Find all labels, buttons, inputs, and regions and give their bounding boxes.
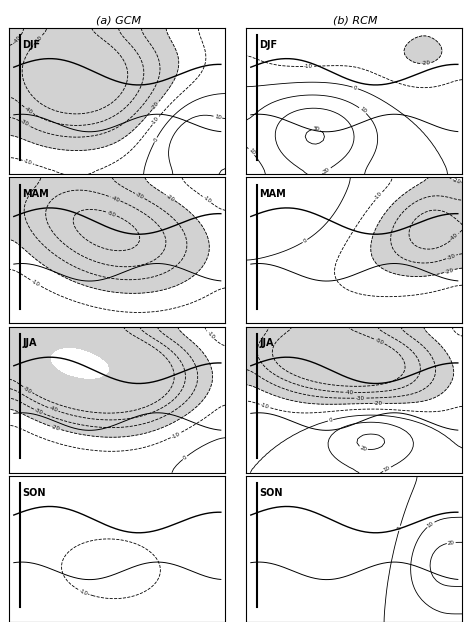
Text: -10: -10	[260, 402, 270, 410]
Text: DJF: DJF	[259, 40, 278, 50]
Text: DJF: DJF	[22, 40, 41, 50]
Text: SON: SON	[22, 488, 46, 498]
Text: -50: -50	[34, 34, 44, 44]
Text: 10: 10	[214, 114, 222, 121]
Text: -20: -20	[444, 267, 454, 275]
Text: 0: 0	[328, 417, 333, 423]
Text: -10: -10	[78, 588, 88, 596]
Text: -40: -40	[13, 34, 23, 44]
Text: -10: -10	[30, 278, 40, 287]
Text: -40: -40	[48, 406, 58, 414]
Text: MAM: MAM	[22, 189, 49, 199]
Text: -20: -20	[374, 401, 383, 406]
Text: -20: -20	[50, 424, 60, 432]
Text: 0: 0	[302, 238, 308, 244]
Text: -50: -50	[374, 337, 385, 346]
Text: 20: 20	[447, 540, 455, 545]
Text: MAM: MAM	[259, 189, 286, 199]
Text: -10: -10	[23, 159, 33, 166]
Text: -30: -30	[34, 407, 44, 415]
Text: 0: 0	[397, 526, 402, 531]
Text: 10: 10	[247, 147, 256, 156]
Text: 10: 10	[358, 106, 367, 114]
Text: -10: -10	[206, 330, 216, 340]
Text: -40: -40	[110, 195, 120, 203]
Text: -20: -20	[451, 177, 461, 185]
Text: -10: -10	[304, 64, 313, 69]
Text: -40: -40	[449, 233, 460, 242]
Text: 0: 0	[353, 85, 358, 91]
Text: -30: -30	[356, 396, 365, 401]
Text: SON: SON	[259, 488, 283, 498]
Text: 0: 0	[182, 455, 188, 461]
Text: -50: -50	[23, 385, 33, 394]
Text: (a) GCM: (a) GCM	[96, 16, 141, 26]
Text: -30: -30	[446, 253, 456, 261]
Text: 0: 0	[153, 137, 159, 142]
Text: -10: -10	[202, 195, 212, 205]
Text: -50: -50	[107, 210, 117, 218]
Text: 10: 10	[427, 521, 435, 529]
Text: -10: -10	[151, 116, 161, 126]
Text: -20: -20	[165, 193, 175, 202]
Text: 20: 20	[359, 445, 368, 452]
Text: -40: -40	[344, 390, 354, 395]
Text: 30: 30	[312, 126, 320, 132]
Text: -10: -10	[171, 431, 181, 440]
Text: -30: -30	[135, 192, 145, 200]
Text: JJA: JJA	[22, 338, 37, 348]
Text: 20: 20	[323, 166, 331, 175]
Text: -30: -30	[19, 119, 29, 128]
Text: -20: -20	[421, 61, 430, 67]
Text: JJA: JJA	[259, 338, 274, 348]
Text: -20: -20	[151, 100, 161, 111]
Text: 10: 10	[383, 465, 391, 473]
Text: -40: -40	[24, 106, 34, 115]
Text: (b) RCM: (b) RCM	[333, 16, 378, 26]
Text: -10: -10	[374, 191, 383, 201]
